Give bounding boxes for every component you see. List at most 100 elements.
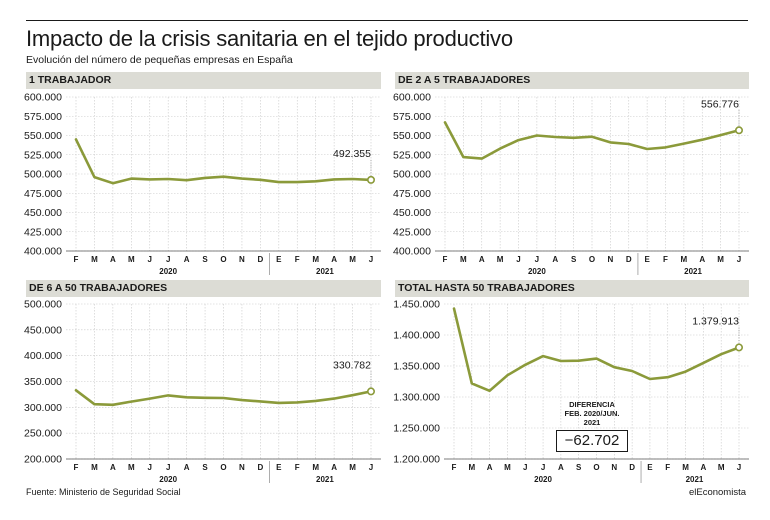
x-tick-label: J xyxy=(148,463,152,472)
x-tick-label: J xyxy=(535,255,539,264)
year-label-2020: 2020 xyxy=(159,267,177,276)
page-subtitle: Evolución del número de pequeñas empresa… xyxy=(26,54,293,66)
x-tick-label: N xyxy=(239,255,245,264)
brand-logo-text: elEconomista xyxy=(688,487,746,498)
y-tick-label: 525.000 xyxy=(24,149,62,161)
x-tick-label: M xyxy=(504,463,511,472)
y-tick-label: 425.000 xyxy=(393,226,431,238)
x-tick-label: M xyxy=(681,255,688,264)
y-tick-label: 425.000 xyxy=(24,226,62,238)
x-tick-label: A xyxy=(699,255,705,264)
end-point-marker xyxy=(366,175,375,184)
end-point-marker xyxy=(734,343,743,352)
series-line xyxy=(74,388,373,407)
year-label-2021: 2021 xyxy=(684,267,702,276)
y-tick-label: 1.400.000 xyxy=(393,330,440,342)
x-tick-label: M xyxy=(91,463,98,472)
y-tick-label: 1.300.000 xyxy=(393,392,440,404)
x-tick-label: A xyxy=(331,255,337,264)
y-tick-label: 550.000 xyxy=(393,130,431,142)
series-line xyxy=(74,138,373,185)
x-tick-label: M xyxy=(349,255,356,264)
y-tick-label: 500.000 xyxy=(393,169,431,181)
y-tick-label: 1.250.000 xyxy=(393,423,440,435)
x-tick-label: A xyxy=(479,255,485,264)
x-tick-label: J xyxy=(516,255,520,264)
source-note: Fuente: Ministerio de Seguridad Social xyxy=(26,487,181,497)
series-line xyxy=(452,307,741,393)
y-tick-label: 475.000 xyxy=(24,188,62,200)
series-line xyxy=(443,121,741,160)
x-tick-label: E xyxy=(276,463,282,472)
x-tick-label: D xyxy=(626,255,632,264)
x-tick-label: A xyxy=(487,463,493,472)
x-tick-label: M xyxy=(312,463,319,472)
x-tick-label: A xyxy=(110,255,116,264)
x-tick-label: S xyxy=(576,463,582,472)
x-tick-label: S xyxy=(571,255,577,264)
x-tick-label: D xyxy=(257,463,263,472)
x-tick-label: M xyxy=(497,255,504,264)
end-value-label: 492.355 xyxy=(333,148,371,160)
y-tick-label: 400.000 xyxy=(24,246,62,258)
x-tick-label: F xyxy=(74,463,79,472)
y-tick-label: 500.000 xyxy=(24,299,62,311)
annotation-value: −62.702 xyxy=(556,430,628,452)
year-label-2021: 2021 xyxy=(686,475,704,484)
x-tick-label: F xyxy=(443,255,448,264)
panel-header-total-hasta-50: TOTAL HASTA 50 TRABAJADORES xyxy=(395,280,749,297)
x-tick-label: O xyxy=(220,255,226,264)
y-tick-label: 400.000 xyxy=(393,246,431,258)
end-value-label: 330.782 xyxy=(333,359,371,371)
x-tick-label: A xyxy=(184,463,190,472)
x-tick-label: F xyxy=(295,255,300,264)
x-tick-label: D xyxy=(629,463,635,472)
y-tick-label: 450.000 xyxy=(393,207,431,219)
y-tick-label: 300.000 xyxy=(24,402,62,414)
x-tick-label: M xyxy=(128,463,135,472)
x-tick-label: M xyxy=(718,463,725,472)
end-point-marker xyxy=(366,387,375,396)
x-tick-label: A xyxy=(700,463,706,472)
x-tick-label: E xyxy=(647,463,653,472)
y-tick-label: 450.000 xyxy=(24,207,62,219)
y-tick-label: 1.200.000 xyxy=(393,454,440,466)
x-tick-label: F xyxy=(74,255,79,264)
x-tick-label: S xyxy=(202,255,208,264)
x-tick-label: J xyxy=(166,463,170,472)
panel-header-2-a-5-trabajadores: DE 2 A 5 TRABAJADORES xyxy=(395,72,749,89)
x-tick-label: E xyxy=(276,255,282,264)
x-tick-label: N xyxy=(239,463,245,472)
y-tick-label: 550.000 xyxy=(24,130,62,142)
y-tick-label: 475.000 xyxy=(393,188,431,200)
y-tick-label: 200.000 xyxy=(24,454,62,466)
x-tick-label: M xyxy=(468,463,475,472)
x-tick-label: M xyxy=(682,463,689,472)
x-tick-label: A xyxy=(558,463,564,472)
page-title: Impacto de la crisis sanitaria en el tej… xyxy=(26,26,513,51)
x-tick-label: S xyxy=(202,463,208,472)
x-tick-label: J xyxy=(148,255,152,264)
x-tick-label: O xyxy=(589,255,595,264)
x-tick-label: J xyxy=(737,255,741,264)
x-tick-label: A xyxy=(331,463,337,472)
x-tick-label: F xyxy=(452,463,457,472)
end-value-label: 556.776 xyxy=(701,98,739,110)
x-tick-label: J xyxy=(369,463,373,472)
x-tick-label: J xyxy=(369,255,373,264)
x-tick-label: J xyxy=(523,463,527,472)
difference-annotation: DIFERENCIA FEB. 2020/JUN. 2021 −62.702 xyxy=(556,400,628,452)
annotation-title-line1: DIFERENCIA xyxy=(569,400,615,409)
top-rule xyxy=(26,20,748,21)
x-tick-label: F xyxy=(663,255,668,264)
annotation-title-line2: FEB. 2020/JUN. 2021 xyxy=(564,409,620,427)
x-tick-label: E xyxy=(644,255,650,264)
x-tick-label: M xyxy=(312,255,319,264)
x-tick-label: M xyxy=(717,255,724,264)
x-tick-label: O xyxy=(593,463,599,472)
y-tick-label: 575.000 xyxy=(24,111,62,123)
year-label-2021: 2021 xyxy=(316,267,334,276)
